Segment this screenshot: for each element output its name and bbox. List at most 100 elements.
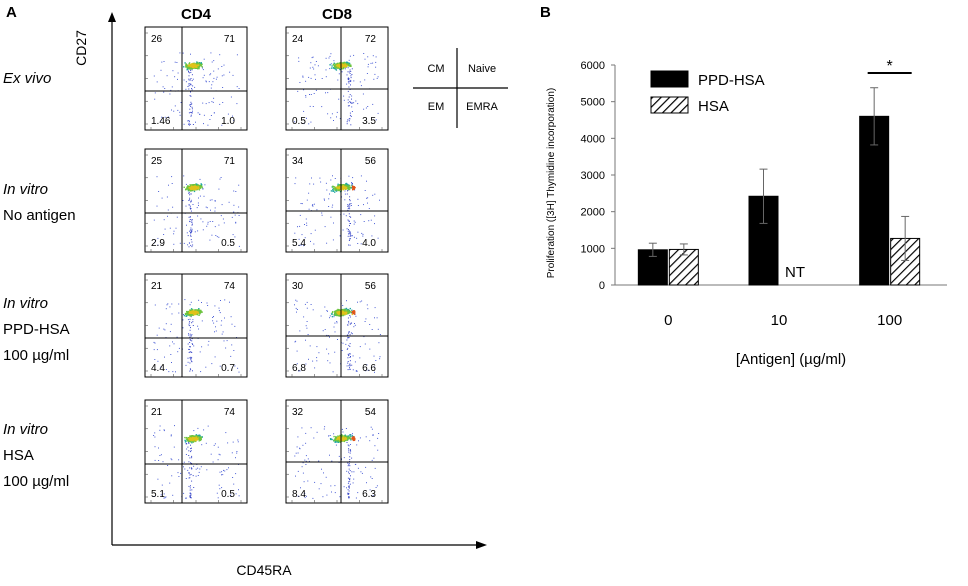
- scatter-dot: [183, 175, 185, 177]
- scatter-dot: [346, 186, 348, 189]
- scatter-dot: [199, 64, 201, 66]
- scatter-dot: [341, 350, 343, 351]
- quadrant-top-left-value: 24: [292, 34, 304, 45]
- column-header-cd8: CD8: [322, 6, 352, 23]
- scatter-dot: [221, 124, 223, 126]
- scatter-dot: [359, 301, 361, 303]
- scatter-dot: [348, 59, 350, 61]
- scatter-dot: [298, 60, 300, 62]
- scatter-dot: [296, 311, 297, 313]
- scatter-dot: [167, 209, 169, 211]
- scatter-dot: [188, 322, 190, 324]
- scatter-dot: [203, 58, 205, 60]
- scatter-dot: [191, 480, 193, 482]
- scatter-dot: [312, 497, 314, 499]
- scatter-dot: [349, 465, 351, 467]
- scatter-dot: [310, 62, 312, 64]
- scatter-dot: [334, 63, 336, 65]
- scatter-dot: [167, 215, 168, 217]
- scatter-dot: [187, 446, 189, 448]
- scatter-dot: [348, 71, 350, 73]
- scatter-dot: [370, 426, 372, 428]
- scatter-dot: [332, 175, 333, 177]
- scatter-dot: [188, 440, 191, 442]
- scatter-dot: [350, 65, 352, 67]
- scatter-dot: [334, 438, 336, 440]
- scatter-dot: [297, 90, 299, 92]
- scatter-dot: [373, 434, 374, 436]
- scatter-dot: [294, 121, 296, 123]
- scatter-dot: [299, 225, 301, 227]
- scatter-dot: [189, 357, 191, 359]
- scatter-dot: [337, 309, 340, 311]
- scatter-dot: [173, 243, 175, 245]
- scatter-dot: [359, 437, 361, 439]
- scatter-dot: [364, 343, 366, 345]
- scatter-dot: [229, 301, 230, 303]
- scatter-dot: [163, 61, 165, 62]
- scatter-dot: [352, 369, 354, 371]
- scatter-dot: [183, 492, 185, 494]
- scatter-dot: [227, 442, 229, 444]
- scatter-dot: [210, 453, 212, 455]
- scatter-dot: [171, 313, 173, 315]
- scatter-dot: [164, 356, 165, 358]
- scatter-dot: [343, 310, 345, 313]
- scatter-dot: [235, 493, 237, 495]
- quadrant-top-right-value: 56: [365, 156, 377, 167]
- scatter-dot: [169, 345, 171, 347]
- scatter-dot: [346, 64, 348, 67]
- scatter-dot: [230, 96, 232, 98]
- scatter-dot: [202, 187, 204, 189]
- scatter-dot: [305, 80, 307, 82]
- scatter-dot: [190, 450, 192, 452]
- scatter-dot: [171, 362, 172, 363]
- scatter-dot: [348, 78, 350, 80]
- scatter-dot: [337, 67, 339, 69]
- scatter-dot: [337, 185, 339, 187]
- scatter-dot: [224, 470, 226, 472]
- scatter-dot: [189, 349, 191, 350]
- scatter-dot: [316, 431, 318, 433]
- scatter-dot: [347, 311, 350, 313]
- scatter-dot: [162, 86, 164, 88]
- scatter-dot: [190, 104, 192, 106]
- scatter-dot: [334, 441, 336, 443]
- scatter-dot: [190, 234, 192, 236]
- scatter-dot: [225, 347, 227, 349]
- scatter-dot: [310, 77, 312, 79]
- scatter-dot: [312, 106, 314, 107]
- scatter-dot: [189, 325, 191, 327]
- scatter-dot: [299, 214, 301, 216]
- scatter-dot: [189, 108, 191, 110]
- scatter-dot: [351, 102, 353, 104]
- scatter-dot: [190, 308, 193, 310]
- scatter-dot: [190, 314, 192, 316]
- scatter-dot: [213, 60, 215, 62]
- scatter-dot: [349, 238, 351, 240]
- scatter-dot: [188, 333, 189, 335]
- scatter-dot: [158, 191, 160, 192]
- scatter-dot: [186, 224, 187, 226]
- scatter-dot: [308, 460, 310, 462]
- quadrant-bottom-right-value: 6.3: [362, 489, 376, 500]
- scatter-dot: [189, 185, 192, 187]
- scatter-dot: [334, 191, 336, 193]
- scatter-dot: [221, 204, 223, 206]
- scatter-dot: [347, 311, 349, 314]
- scatter-dot: [238, 371, 240, 373]
- scatter-dot: [186, 67, 188, 69]
- scatter-dot: [307, 480, 309, 482]
- scatter-dot: [189, 104, 191, 106]
- scatter-dot: [194, 309, 196, 311]
- scatter-dot: [325, 57, 327, 59]
- scatter-dot: [179, 242, 181, 244]
- scatter-dot: [193, 465, 195, 467]
- scatter-dot: [367, 202, 368, 204]
- scatter-dot: [347, 186, 349, 188]
- scatter-dot: [159, 425, 161, 427]
- scatter-dot: [329, 362, 331, 364]
- scatter-dot: [191, 106, 193, 108]
- scatter-dot: [170, 354, 172, 355]
- scatter-dot: [190, 493, 192, 495]
